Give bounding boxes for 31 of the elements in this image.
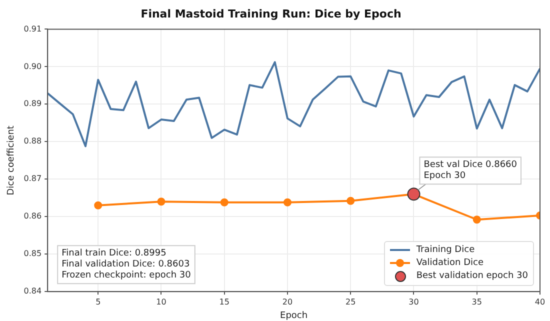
annotation: Best val Dice 0.8660 Epoch 30 (424, 160, 518, 181)
point (220, 198, 228, 206)
y-tick-label: 0.89 (24, 99, 42, 108)
chart-title: Final Mastoid Training Run: Dice by Epoch (140, 7, 402, 20)
y-tick-label: 0.87 (24, 174, 42, 184)
legend-label: Training Dice (416, 245, 475, 256)
x-tick-label: 35 (472, 297, 482, 306)
annotation: Final train Dice: 0.8995 Final validation Dice: 0.8603 Frozen checkpoint: epoch 30 (62, 248, 192, 280)
point (472, 216, 481, 224)
x-tick-label: 5 (96, 297, 101, 306)
y-axis-title: Dice coefficient (6, 125, 17, 196)
point (157, 198, 166, 206)
y-tick-label: 0.86 (24, 212, 42, 221)
x-tick-label: 30 (408, 297, 419, 306)
y-tick-label: 0.84 (24, 286, 42, 296)
legend-label: Best validation epoch 30 (416, 271, 528, 282)
y-tick-label: 0.88 (24, 136, 42, 146)
y-tick-label: 0.90 (24, 62, 42, 71)
y-tick-label: 0.85 (24, 249, 42, 258)
x-tick-label: 25 (346, 297, 356, 306)
x-tick-label: 20 (282, 297, 293, 306)
legend-label: Validation Dice (416, 258, 484, 268)
x-axis-title: Epoch (280, 310, 308, 321)
point (407, 188, 420, 201)
x-tick-label: 10 (156, 297, 166, 306)
point (346, 196, 355, 205)
x-tick-label: 40 (534, 297, 546, 306)
x-tick-label: 15 (219, 297, 230, 306)
point (283, 198, 292, 206)
point (94, 201, 102, 210)
y-tick-label: 0.91 (24, 24, 42, 34)
